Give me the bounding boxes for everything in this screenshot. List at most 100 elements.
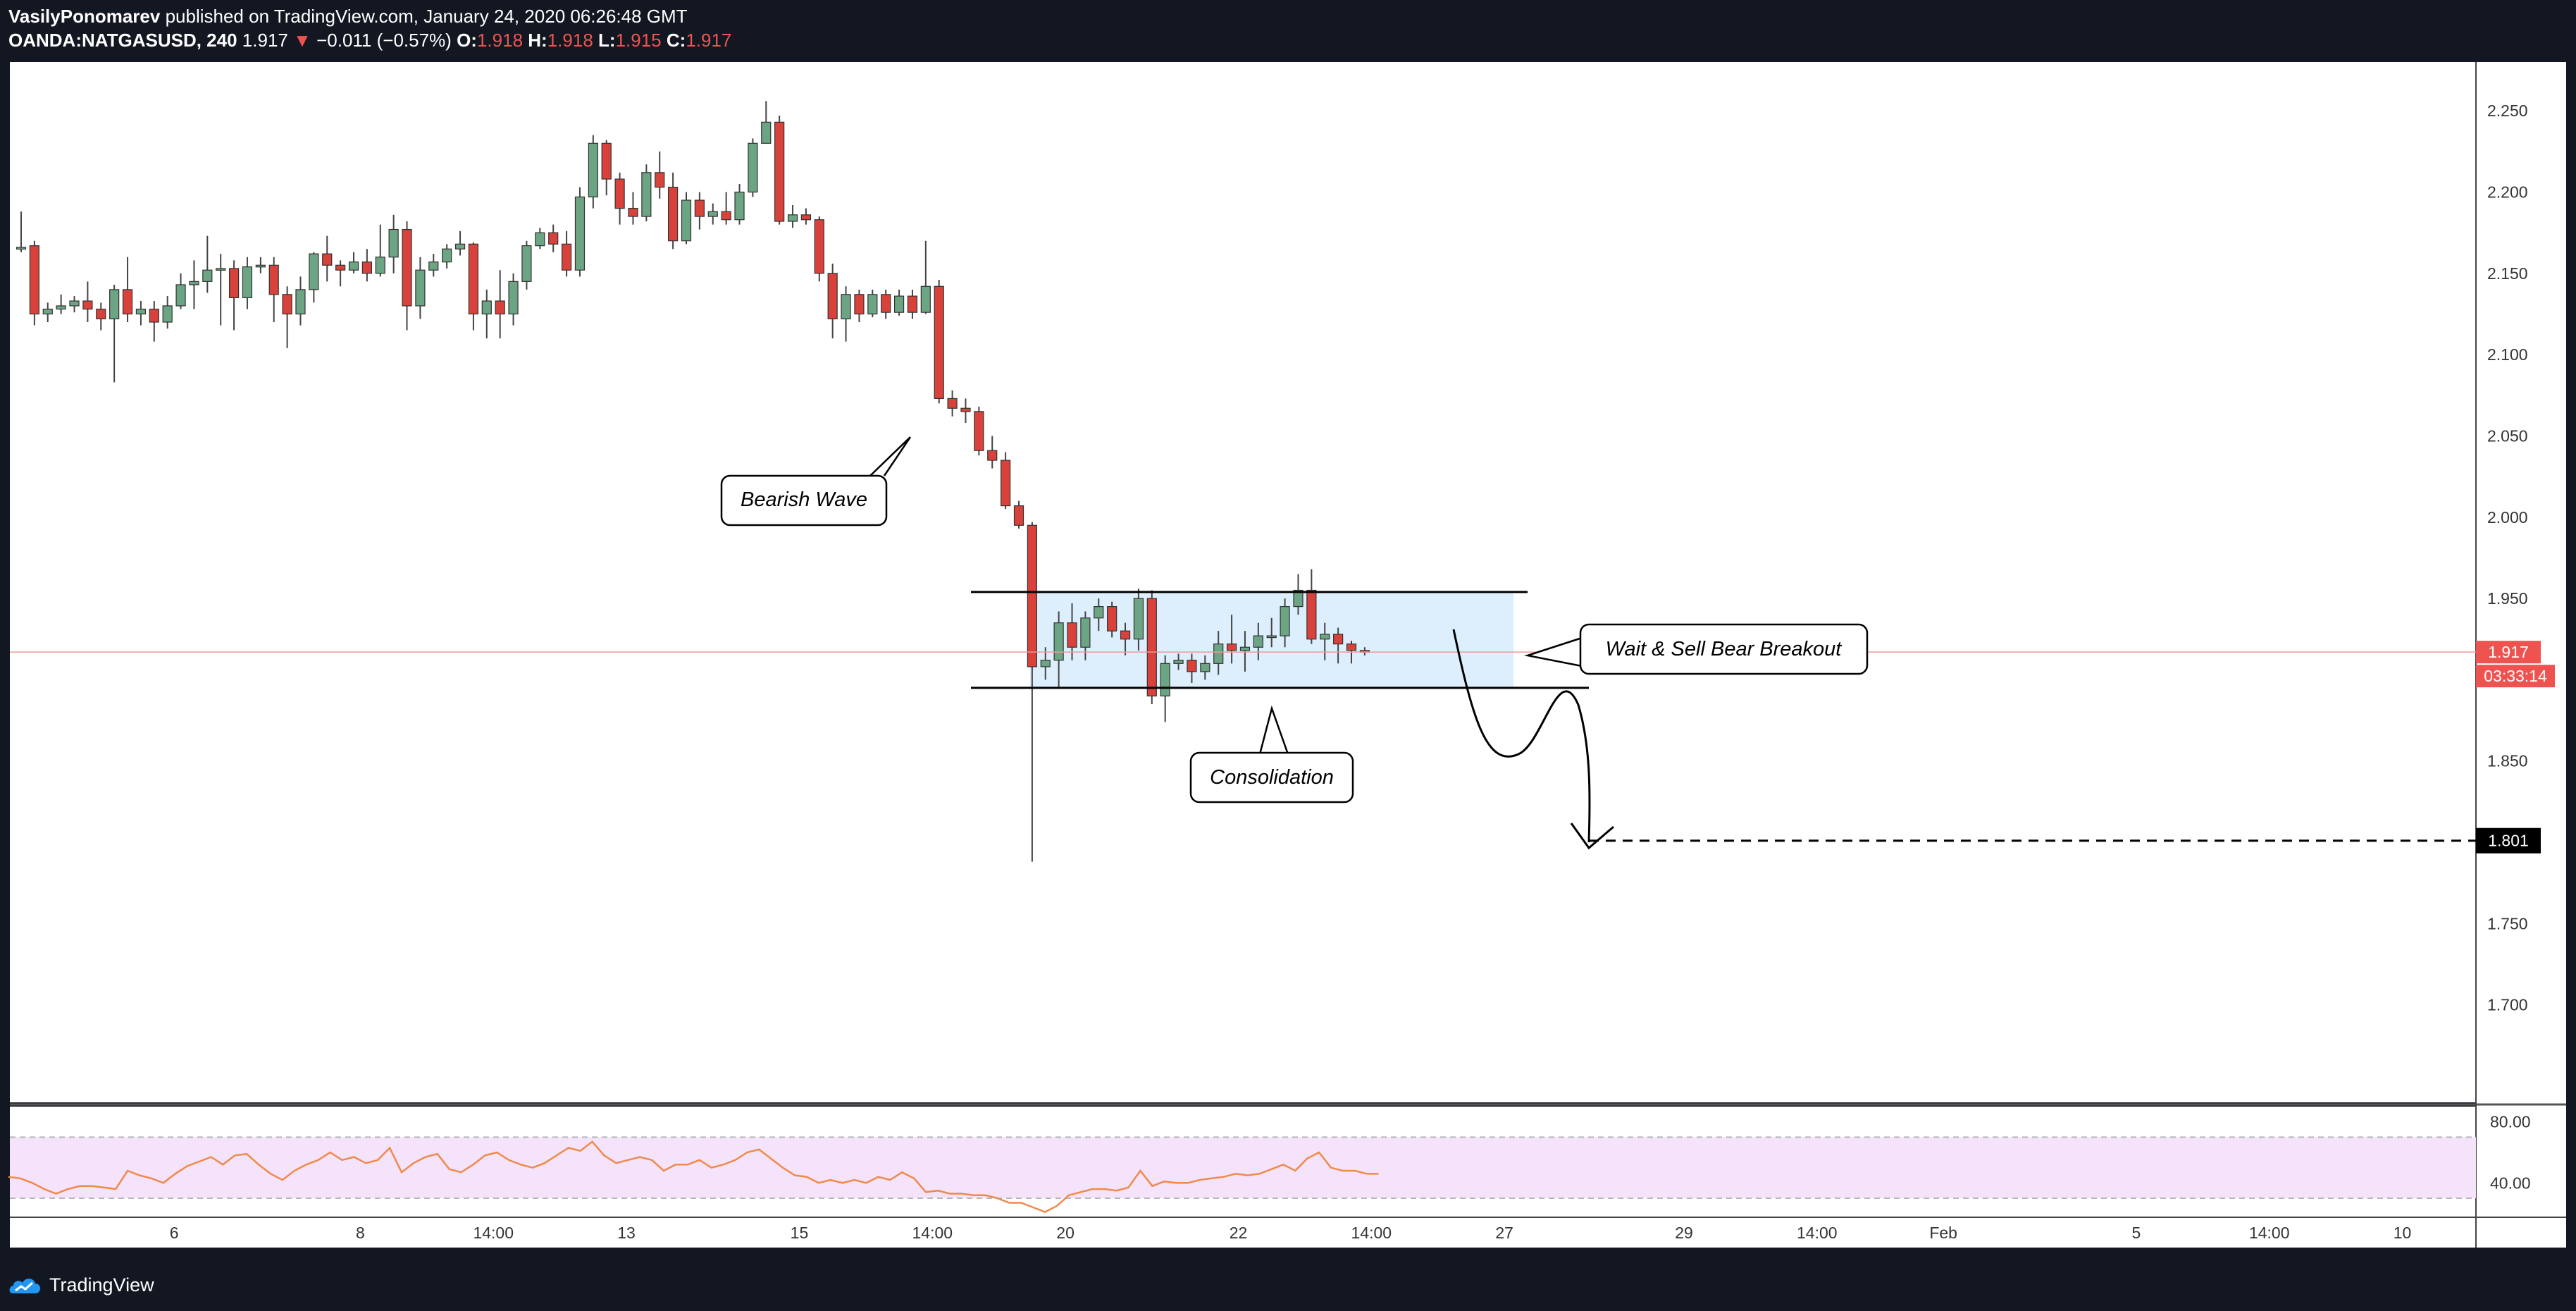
bear-candle[interactable] (29, 245, 39, 315)
bull-candle[interactable] (1293, 589, 1304, 608)
bull-candle[interactable] (1280, 605, 1290, 636)
bull-candle[interactable] (1253, 635, 1263, 648)
bull-candle[interactable] (175, 284, 186, 307)
bear-candle[interactable] (1120, 630, 1131, 640)
bear-candle[interactable] (1306, 589, 1317, 640)
bear-candle[interactable] (96, 308, 106, 319)
bull-candle[interactable] (641, 172, 652, 217)
bear-candle[interactable] (655, 172, 665, 188)
bull-candle[interactable] (1160, 663, 1170, 697)
bull-candle[interactable] (1053, 622, 1064, 661)
bull-candle[interactable] (1213, 644, 1224, 664)
bull-candle[interactable] (1200, 663, 1210, 672)
bear-candle[interactable] (361, 261, 372, 274)
bear-candle[interactable] (628, 207, 638, 217)
bull-candle[interactable] (893, 295, 905, 313)
bear-candle[interactable] (548, 232, 559, 245)
bull-candle[interactable] (135, 308, 147, 315)
bull-candle[interactable] (69, 300, 80, 307)
bull-candle[interactable] (1266, 635, 1277, 639)
bull-candle[interactable] (348, 261, 359, 271)
bear-candle[interactable] (1226, 644, 1237, 651)
price-axis[interactable] (2476, 62, 2566, 1217)
bear-candle[interactable] (402, 228, 412, 307)
bull-candle[interactable] (202, 269, 213, 282)
bear-candle[interactable] (614, 178, 625, 209)
bear-candle[interactable] (827, 273, 838, 319)
bull-candle[interactable] (521, 245, 532, 282)
bear-candle[interactable] (1187, 660, 1197, 672)
bull-candle[interactable] (707, 211, 718, 217)
bull-candle[interactable] (216, 268, 226, 271)
bull-candle[interactable] (1173, 660, 1184, 664)
bear-candle[interactable] (800, 214, 812, 221)
author-name[interactable]: VasilyPonomarev (8, 6, 161, 27)
rsi-line[interactable] (8, 1140, 1379, 1213)
bear-candle[interactable] (1001, 460, 1011, 507)
bull-candle[interactable] (295, 289, 306, 315)
bear-candle[interactable] (960, 407, 971, 412)
bull-candle[interactable] (189, 281, 199, 285)
bear-candle[interactable] (468, 243, 479, 315)
consolidation-callout[interactable]: Consolidation (1210, 766, 1334, 789)
bull-candle[interactable] (428, 261, 439, 271)
main-pane[interactable] (10, 62, 2476, 1102)
bull-candle[interactable] (841, 294, 851, 319)
bull-candle[interactable] (454, 243, 466, 250)
bull-candle[interactable] (388, 228, 399, 258)
bull-candle[interactable] (1040, 660, 1051, 667)
bull-candle[interactable] (748, 142, 758, 193)
bear-candle[interactable] (561, 243, 572, 271)
sell-breakout-callout[interactable]: Wait & Sell Bear Breakout (1606, 638, 1843, 660)
bear-candle[interactable] (934, 285, 944, 399)
bear-candle[interactable] (694, 199, 705, 217)
tradingview-logo[interactable]: TradingView (8, 1273, 154, 1297)
bull-candle[interactable] (787, 214, 798, 222)
bear-candle[interactable] (149, 308, 159, 323)
bear-candle[interactable] (1146, 598, 1157, 697)
bull-candle[interactable] (681, 199, 692, 242)
bear-candle[interactable] (854, 294, 865, 315)
bull-candle[interactable] (415, 269, 426, 307)
bull-candle[interactable] (1133, 598, 1144, 640)
bull-candle[interactable] (42, 308, 53, 315)
bull-candle[interactable] (56, 305, 66, 310)
sell-breakout-box[interactable] (1579, 623, 1869, 675)
bear-candle[interactable] (668, 186, 679, 242)
bear-candle[interactable] (1027, 524, 1037, 667)
symbol-name[interactable]: OANDA:NATGASUSD, 240 (8, 30, 237, 51)
bear-candle[interactable] (601, 142, 612, 180)
bear-candle[interactable] (721, 211, 731, 221)
bearish-wave-box[interactable] (720, 474, 888, 527)
bull-candle[interactable] (867, 294, 878, 315)
bull-candle[interactable] (535, 232, 545, 247)
bear-candle[interactable] (1067, 622, 1077, 648)
bear-candle[interactable] (947, 398, 958, 409)
bull-candle[interactable] (442, 248, 452, 263)
bear-candle[interactable] (122, 289, 133, 315)
bear-candle[interactable] (335, 264, 346, 271)
projection-path[interactable] (1452, 629, 1591, 843)
bear-candle[interactable] (322, 253, 333, 266)
bull-candle[interactable] (309, 253, 319, 290)
bull-candle[interactable] (162, 305, 173, 323)
bear-candle[interactable] (268, 264, 279, 295)
bear-candle[interactable] (987, 450, 998, 461)
bear-candle[interactable] (1346, 644, 1357, 651)
bull-candle[interactable] (242, 266, 253, 299)
bull-candle[interactable] (255, 264, 266, 268)
bear-candle[interactable] (881, 294, 891, 313)
bull-candle[interactable] (734, 191, 745, 221)
bull-candle[interactable] (508, 281, 519, 315)
bear-candle[interactable] (814, 219, 824, 274)
bull-candle[interactable] (1320, 634, 1330, 640)
bear-candle[interactable] (907, 295, 918, 313)
bear-candle[interactable] (1333, 634, 1344, 645)
bear-candle[interactable] (82, 300, 93, 310)
bear-candle[interactable] (228, 268, 240, 299)
bear-candle[interactable] (495, 300, 505, 315)
bull-candle[interactable] (375, 257, 385, 274)
bull-candle[interactable] (920, 285, 931, 313)
bull-candle[interactable] (574, 196, 586, 271)
